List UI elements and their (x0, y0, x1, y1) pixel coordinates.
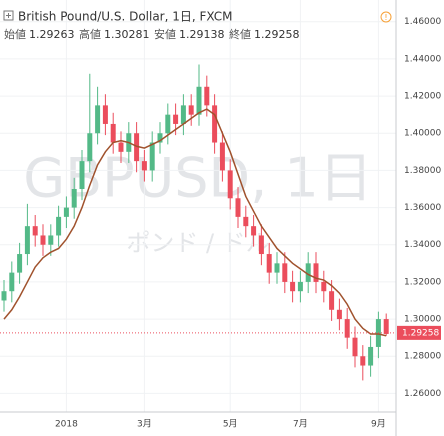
x-tick-label: 9月 (371, 419, 386, 430)
candle-body (157, 133, 163, 143)
candle-body (165, 114, 171, 134)
candle-body (360, 356, 366, 366)
candle-body (297, 281, 303, 292)
candle-body (95, 105, 101, 134)
y-tick-label: 1.30000 (404, 315, 441, 325)
candle-body (243, 216, 249, 227)
alert-icon[interactable] (380, 11, 392, 23)
candle-body (305, 263, 311, 282)
candle-body (188, 105, 194, 115)
y-tick-label: 1.46000 (404, 17, 441, 27)
last-price-box (397, 325, 441, 340)
y-tick-label: 1.26000 (404, 389, 441, 399)
candle-body (204, 86, 210, 106)
candle-body (9, 272, 15, 292)
candle-body (173, 114, 179, 124)
ohlc-label: 始値 (4, 27, 26, 41)
candle-body (329, 291, 335, 310)
collapse-icon-plus (6, 13, 11, 18)
ohlc-value: 1.29138 (179, 28, 225, 41)
candle-body (87, 133, 93, 162)
candle-body (40, 235, 46, 245)
candle-body (282, 263, 288, 282)
candle-body (266, 254, 272, 273)
x-tick-label: 7月 (293, 419, 308, 430)
candle-body (227, 170, 233, 199)
candle-body (219, 142, 225, 171)
candle-body (251, 226, 257, 236)
last-price-label: 1.29258 (402, 328, 439, 338)
candle-body (313, 263, 319, 282)
collapse-icon[interactable] (3, 10, 14, 21)
chart-title: British Pound/U.S. Dollar, 1日, FXCM (18, 10, 233, 24)
candle-body (368, 346, 374, 366)
watermark-sub: ポンド / ドル (126, 229, 269, 257)
candle-body (235, 198, 241, 217)
candle-body (24, 226, 30, 255)
y-tick-label: 1.38000 (404, 166, 441, 176)
ohlc-legend: 始値 1.29263 高値 1.30281 安値 1.29138 終値 1.29258 (4, 27, 300, 41)
candle-body (32, 226, 38, 236)
y-tick-label: 1.40000 (404, 129, 441, 139)
ohlc-label: 安値 (154, 27, 176, 41)
candle-body (212, 105, 218, 143)
candle-body (290, 281, 296, 292)
moving-average (3, 108, 387, 337)
ohlc-value: 1.30281 (104, 28, 150, 41)
candle-body (196, 86, 202, 115)
x-tick-label: 3月 (137, 419, 152, 430)
y-tick-label: 1.34000 (404, 240, 441, 250)
candle-body (134, 133, 140, 162)
candle-body (79, 161, 85, 189)
candle-body (110, 123, 116, 143)
candle-body (56, 216, 62, 236)
y-tick-label: 1.32000 (404, 277, 441, 287)
ohlc-label: 高値 (79, 27, 101, 41)
y-tick-label: 1.28000 (404, 352, 441, 362)
candle-body (274, 263, 280, 273)
candle-body (149, 142, 155, 171)
candle-body (180, 105, 186, 124)
x-tick-label: 2018 (55, 420, 78, 430)
alert-icon-mark: ! (384, 13, 387, 22)
candle-body (1, 291, 7, 301)
candle-body (258, 235, 264, 255)
candle-body (336, 309, 342, 320)
y-tick-label: 1.44000 (404, 54, 441, 64)
candle-body (141, 161, 147, 171)
ohlc-value: 1.29258 (254, 28, 300, 41)
candle-body (352, 337, 358, 357)
candle-body (63, 207, 69, 217)
y-tick-label: 1.42000 (404, 92, 441, 102)
ohlc-label: 終値 (229, 27, 251, 41)
plot (0, 0, 396, 412)
candle-body (118, 142, 124, 152)
candle-body (344, 319, 350, 338)
ohlc-value: 1.29263 (29, 28, 75, 41)
x-tick-label: 5月 (223, 419, 238, 430)
candle-body (71, 188, 77, 208)
y-tick-label: 1.36000 (404, 203, 441, 213)
candle-body (48, 235, 54, 245)
candle-body (383, 319, 389, 334)
candle-body (102, 105, 108, 124)
candle-body (17, 254, 23, 273)
candle-body (321, 281, 327, 292)
